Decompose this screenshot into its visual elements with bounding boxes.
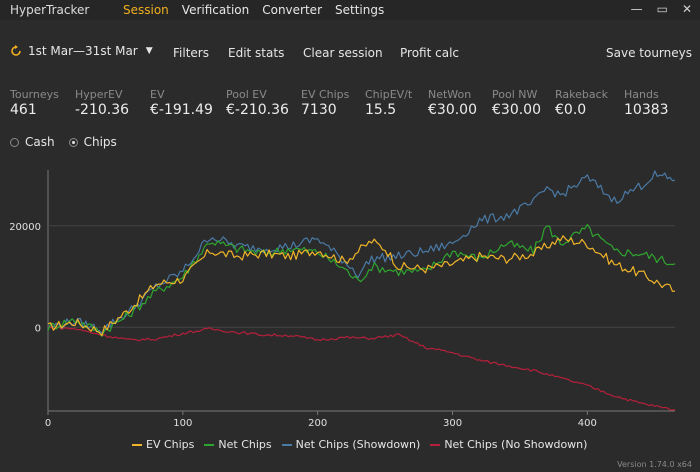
cash-radio[interactable]: Cash [10,135,55,149]
stat-rakeback: Rakeback €0.0 [555,88,608,118]
stat-value: 7130 [301,102,337,118]
stat-ev: EV €-191.49 [150,88,213,118]
chips-radio[interactable]: Chips [68,135,117,149]
window-controls: — ▭ ✕ [631,2,692,16]
edit-stats-button[interactable]: Edit stats [228,46,285,60]
refresh-icon[interactable] [10,45,22,57]
stat-label: HyperEV [75,88,123,101]
close-icon[interactable]: ✕ [681,2,692,16]
stat-value: -210.36 [75,102,130,118]
stat-hands: Hands 10383 [624,88,669,118]
legend-item-net-chips-no-showdown[interactable]: Net Chips (No Showdown) [430,438,587,451]
stat-pool-nw: Pool NW €30.00 [492,88,541,118]
x-tick-label: 300 [443,418,462,429]
radio-indicator [68,137,78,147]
stat-hyperev: HyperEV -210.36 [75,88,129,118]
legend-swatch [204,443,215,446]
series-line-net-chips-no-showdown [48,326,676,411]
title-bar: HyperTracker Session Verification Conver… [0,0,700,20]
chevron-down-icon[interactable]: ▼ [145,46,153,56]
version-label: Version 1.74.0 x64 [617,460,692,469]
series-line-net-chips [47,223,676,337]
date-range-picker[interactable]: 1st Mar—31st Mar ▼ [10,44,153,58]
mode-selector: Cash Chips [10,135,117,149]
clear-session-button[interactable]: Clear session [303,46,383,60]
menu-item-session[interactable]: Session [123,3,169,17]
date-range-label: 1st Mar—31st Mar [28,44,138,58]
main-menu: Session Verification Converter Settings [123,3,397,17]
stat-label: EV [150,88,165,101]
session-toolbar: 1st Mar—31st Mar ▼ Filters Edit stats Cl… [0,40,700,64]
legend-swatch [132,443,142,446]
legend-label: EV Chips [146,438,195,451]
menu-item-verification[interactable]: Verification [181,3,250,17]
legend-label: Net Chips [218,438,272,451]
stat-label: NetWon [428,88,472,101]
stat-chipev-t: ChipEV/t 15.5 [365,88,412,118]
y-tick-label: 20000 [9,222,41,233]
stat-value: €0.0 [555,102,587,118]
legend-item-net-chips-showdown[interactable]: Net Chips (Showdown) [281,438,421,451]
stat-value: 15.5 [365,102,397,118]
chart-legend: EV Chips Net Chips Net Chips (Showdown) … [132,438,587,451]
stat-label: Tourneys [10,88,59,101]
stat-value: €-191.49 [150,102,213,118]
app-title: HyperTracker [10,3,90,17]
legend-item-net-chips[interactable]: Net Chips [204,438,272,451]
filters-button[interactable]: Filters [173,46,209,60]
restore-icon[interactable]: ▭ [656,2,668,16]
x-tick-label: 100 [173,418,192,429]
stat-value: €-210.36 [226,102,289,118]
stat-tourneys: Tourneys 461 [10,88,59,118]
stat-value: 461 [10,102,37,118]
profit-calc-button[interactable]: Profit calc [400,46,459,60]
stat-netwon: NetWon €30.00 [428,88,477,118]
legend-label: Net Chips (No Showdown) [444,438,588,451]
menu-item-converter[interactable]: Converter [262,3,322,17]
radio-indicator [10,137,19,147]
stat-value: €30.00 [492,102,541,118]
minimize-icon[interactable]: — [630,2,643,16]
stat-label: Hands [624,88,659,101]
stat-value: €30.00 [428,102,477,118]
stat-ev-chips: EV Chips 7130 [301,88,349,118]
stat-label: Pool EV [226,88,267,101]
chips-chart: 0 20000 0 100 200 300 400 [9,170,676,429]
x-tick-label: 200 [308,418,327,429]
legend-swatch [281,443,292,446]
stat-label: ChipEV/t [365,88,413,101]
stat-pool-ev: Pool EV €-210.36 [226,88,289,118]
stat-label: Rakeback [555,88,609,101]
stat-value: 10383 [624,102,669,118]
menu-item-settings[interactable]: Settings [335,3,385,17]
legend-swatch [430,443,441,446]
legend-item-ev-chips[interactable]: EV Chips [132,438,194,451]
x-tick-label: 0 [45,418,51,429]
save-tourneys-button[interactable]: Save tourneys [606,46,692,60]
stat-label: EV Chips [301,88,350,101]
series-line-ev-chips [47,235,676,337]
chips-label: Chips [83,135,117,149]
y-tick-label: 0 [35,323,41,334]
stat-label: Pool NW [492,88,538,101]
cash-label: Cash [25,135,55,149]
legend-label: Net Chips (Showdown) [295,438,421,451]
series-line-net-chips-showdown [47,170,676,334]
x-tick-label: 400 [578,418,597,429]
